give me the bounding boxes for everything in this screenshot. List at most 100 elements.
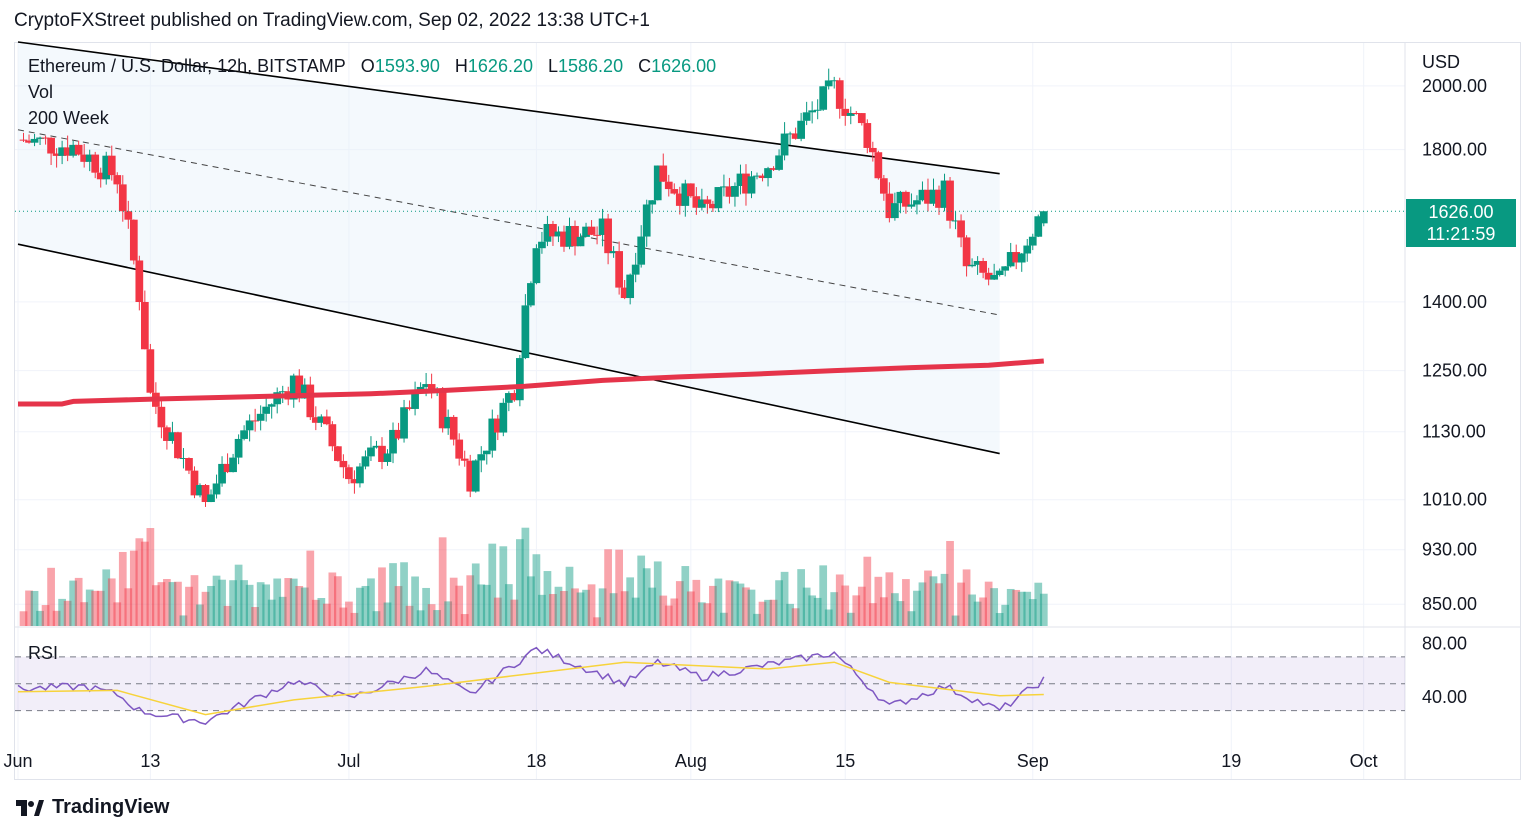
candle-body [80,154,89,162]
volume-bar [604,549,612,626]
candle-body [609,251,618,254]
volume-bar [697,602,706,626]
candle-body [1006,252,1015,267]
volume-bar [587,584,596,626]
volume-bar [240,580,248,626]
volume-bar [720,612,728,626]
volume-bar [598,588,607,626]
volume-bar [791,608,800,626]
candle-body [681,183,690,206]
candle-body [102,155,111,180]
volume-bar [262,584,271,626]
volume-bar [256,582,265,626]
candle-body [896,191,905,204]
candle-body [30,138,39,143]
volume-bar [951,615,960,626]
candle-body [670,189,679,194]
volume-bar [124,588,133,626]
volume-bar [477,584,486,626]
volume-bar [63,600,72,626]
time-tick-1: 13 [140,751,160,771]
price-tick-1: 1800.00 [1422,140,1487,160]
volume-bar [510,599,519,626]
candle-body [753,175,761,177]
candle-body [367,447,375,457]
volume-bar [129,550,138,626]
candle-body [91,154,100,173]
volume-bar [367,578,375,626]
candle-body [394,429,403,439]
candle-body [626,274,635,299]
candle-body [560,231,568,247]
candle-body [846,112,855,116]
candle-body [802,112,811,121]
candle-body [163,427,171,441]
rsi-tick-1: 40.00 [1422,687,1467,707]
volume-bar [25,590,33,626]
candle-body [339,460,348,468]
candle-body [262,406,271,414]
legend-ma: 200 Week [28,108,109,128]
candle-body [322,416,331,425]
volume-bar [968,594,976,626]
volume-bar [196,604,204,626]
volume-bar [102,569,111,626]
candle-body [648,200,657,205]
volume-bar [1039,593,1048,626]
tradingview-logo[interactable]: TradingView [16,796,169,819]
price-axis-currency: USD [1422,52,1461,72]
volume-bar [466,575,475,626]
rsi-ma-line [17,661,1044,716]
volume-bar [118,551,127,626]
volume-bar [460,614,469,626]
volume-bar [438,537,447,626]
volume-bar [179,615,188,626]
candle-body [891,203,899,219]
candle-body [830,80,839,82]
candle-body [1023,245,1032,254]
legend-symbol: Ethereum / U.S. Dollar, 12h, BITSTAMP [28,56,346,76]
volume-bar [207,585,215,626]
channel-upper-line [17,41,1000,175]
candle-body [874,152,883,179]
candle-body [769,168,778,170]
candle-body [532,248,541,284]
volume-bar [378,567,386,626]
volume-bar [201,591,210,626]
candle-body [460,458,469,461]
time-tick-4: Aug [675,751,707,771]
candle-body [968,264,976,267]
candle-body [808,110,817,113]
price-tick-5: 1010.00 [1422,490,1487,510]
volume-bar [444,601,453,626]
candle-body [664,181,673,190]
candle-body [174,432,182,459]
volume-bar [229,580,237,626]
candle-body [742,173,750,194]
candle-body [731,185,739,197]
candle-body [113,175,122,185]
volume-bar [753,613,761,626]
candle-body [455,439,464,459]
volume-bar [411,576,419,626]
candle-body [929,189,938,204]
volume-bar [493,597,502,626]
legend-close-value: 1626.00 [651,56,717,76]
volume-bar [135,538,144,626]
volume-bar [648,587,657,626]
candle-body [422,384,430,387]
candle-body [223,463,232,473]
volume-bar [1001,604,1010,626]
price-tick-0: 2000.00 [1422,76,1487,96]
volume-bar [924,570,932,626]
volume-bar [852,595,861,626]
candle-body [350,479,359,484]
volume-bar [780,571,789,626]
volume-bar [653,561,662,626]
volume-bar [449,577,458,626]
volume-bar [631,597,640,626]
volume-bar [36,610,44,626]
candle-body [516,358,524,401]
candle-body [962,237,971,267]
